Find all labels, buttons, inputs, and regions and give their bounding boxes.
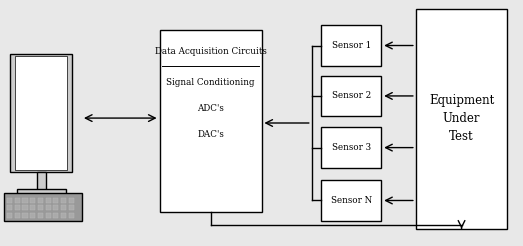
Bar xyxy=(15,198,20,203)
Bar xyxy=(22,198,28,203)
Bar xyxy=(46,198,51,203)
Bar xyxy=(38,205,43,210)
Bar xyxy=(38,213,43,218)
Text: Data Acquisition Circuits: Data Acquisition Circuits xyxy=(155,47,266,56)
Bar xyxy=(61,205,66,210)
Bar xyxy=(53,213,59,218)
Bar xyxy=(4,193,82,221)
Bar xyxy=(22,205,28,210)
Bar xyxy=(46,213,51,218)
Bar xyxy=(30,198,35,203)
Text: Sensor 2: Sensor 2 xyxy=(332,92,371,100)
Bar xyxy=(7,213,12,218)
Bar xyxy=(7,205,12,210)
Bar xyxy=(69,213,74,218)
Text: Sensor 3: Sensor 3 xyxy=(332,143,371,152)
Bar xyxy=(61,198,66,203)
Bar xyxy=(160,30,262,212)
Bar xyxy=(15,213,20,218)
Bar xyxy=(53,198,59,203)
Bar xyxy=(321,25,381,66)
Bar xyxy=(53,205,59,210)
Bar xyxy=(17,189,66,198)
Bar xyxy=(10,54,72,172)
Bar xyxy=(321,127,381,168)
Bar xyxy=(22,213,28,218)
Bar xyxy=(30,213,35,218)
Bar xyxy=(321,180,381,221)
Text: Sensor 1: Sensor 1 xyxy=(332,41,371,50)
Bar xyxy=(321,76,381,116)
Bar xyxy=(69,198,74,203)
Bar xyxy=(15,56,67,170)
Bar xyxy=(30,205,35,210)
Text: Equipment
Under
Test: Equipment Under Test xyxy=(429,94,494,143)
Text: ADC's: ADC's xyxy=(197,104,224,113)
Bar xyxy=(69,205,74,210)
Text: Sensor N: Sensor N xyxy=(331,196,372,205)
Bar xyxy=(46,205,51,210)
Text: Signal Conditioning: Signal Conditioning xyxy=(166,78,255,87)
Bar xyxy=(37,172,46,190)
Text: DAC's: DAC's xyxy=(197,130,224,139)
Bar xyxy=(416,9,507,229)
Bar xyxy=(38,198,43,203)
Bar xyxy=(15,205,20,210)
Bar xyxy=(61,213,66,218)
Bar xyxy=(7,198,12,203)
